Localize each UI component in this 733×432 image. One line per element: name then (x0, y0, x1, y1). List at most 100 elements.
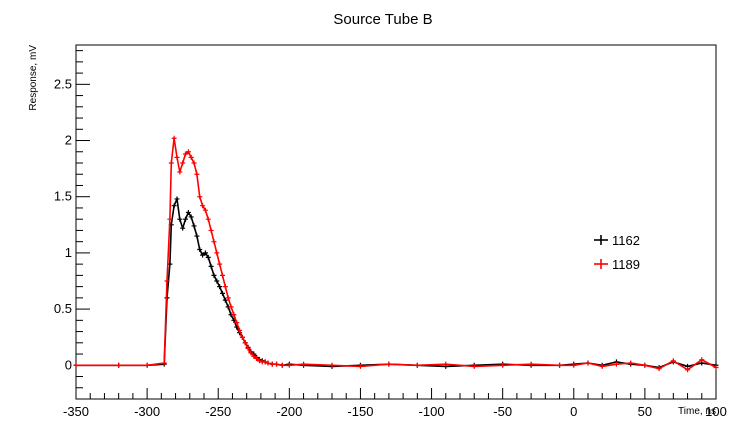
data-point (164, 278, 170, 284)
data-point (357, 363, 363, 369)
data-point (274, 361, 280, 367)
data-point (208, 263, 214, 269)
x-tick-label: -100 (419, 404, 445, 419)
data-point (571, 362, 577, 368)
data-point (205, 254, 211, 260)
data-point (670, 358, 676, 364)
x-tick-label: -250 (205, 404, 231, 419)
x-tick-label: 50 (638, 404, 652, 419)
data-point (191, 160, 197, 166)
data-point (254, 356, 260, 362)
data-point (194, 171, 200, 177)
data-point (202, 207, 208, 213)
ticks-layer: -350 -300 -250 -200 -150 -100 -50 0 50 100 0 0.5 1 1.… (54, 50, 727, 419)
data-point (217, 261, 223, 267)
data-point (222, 284, 228, 290)
data-point (642, 362, 648, 368)
y-axis-label: Response, mV (28, 45, 39, 111)
data-point (191, 223, 197, 229)
x-tick-label: -150 (347, 404, 373, 419)
data-point (414, 362, 420, 368)
series-layer (73, 135, 719, 373)
data-point (217, 284, 223, 290)
legend: 1162 1189 (594, 233, 640, 272)
y-tick-label: 0.5 (54, 301, 72, 316)
chart-title: Source Tube B (333, 11, 432, 28)
data-point (685, 367, 691, 373)
data-point (177, 216, 183, 222)
data-point (171, 203, 177, 209)
data-point (231, 312, 237, 318)
data-point (222, 297, 228, 303)
data-point (228, 304, 234, 310)
data-point (200, 203, 206, 209)
data-point (183, 151, 189, 157)
y-tick-label: 0 (65, 357, 72, 372)
data-point (242, 340, 248, 346)
data-point (245, 345, 251, 351)
data-point (265, 360, 271, 366)
data-point (171, 135, 177, 141)
data-point (329, 362, 335, 368)
x-tick-label: 100 (705, 404, 727, 419)
legend-label-1162: 1162 (612, 233, 640, 248)
x-tick-label: -350 (63, 404, 89, 419)
data-point (188, 154, 194, 160)
data-point (185, 209, 191, 215)
data-point (183, 216, 189, 222)
data-point (177, 169, 183, 175)
data-point (239, 334, 245, 340)
data-point (211, 239, 217, 245)
x-tick-label: 0 (570, 404, 577, 419)
data-point (269, 361, 275, 367)
data-point (500, 362, 506, 368)
data-point (205, 216, 211, 222)
data-point (174, 196, 180, 202)
data-point (443, 361, 449, 367)
data-point (211, 272, 217, 278)
data-point (197, 247, 203, 253)
data-point (208, 227, 214, 233)
data-point (656, 366, 662, 372)
data-point (599, 363, 605, 369)
data-point (225, 295, 231, 301)
data-point (262, 359, 268, 365)
y-tick-label: 2.5 (54, 76, 72, 91)
data-point (256, 358, 262, 364)
data-point (168, 160, 174, 166)
data-point (202, 250, 208, 256)
data-point (185, 149, 191, 155)
data-point (528, 361, 534, 367)
y-tick-label: 1 (65, 245, 72, 260)
data-point (237, 327, 243, 333)
data-point (386, 361, 392, 367)
data-point (214, 278, 220, 284)
plot-frame (75, 44, 717, 400)
data-point (180, 160, 186, 166)
series-line-1189 (76, 138, 717, 371)
data-point (194, 233, 200, 239)
x-axis-label: Time, ns (678, 406, 716, 417)
y-tick-label: 2 (65, 133, 72, 148)
data-point (219, 272, 225, 278)
data-point (174, 154, 180, 160)
data-point (251, 353, 257, 359)
data-point (161, 360, 167, 366)
data-point (214, 250, 220, 256)
x-tick-label: -300 (134, 404, 160, 419)
data-point (144, 362, 150, 368)
data-point (234, 320, 240, 326)
data-point (699, 357, 705, 363)
legend-label-1189: 1189 (612, 257, 640, 272)
data-point (557, 362, 563, 368)
data-point (180, 225, 186, 231)
data-point (73, 362, 79, 368)
data-point (197, 194, 203, 200)
data-point (188, 214, 194, 220)
data-point (200, 252, 206, 258)
data-point (248, 350, 254, 356)
data-point (301, 361, 307, 367)
data-point (585, 360, 591, 366)
data-point (628, 360, 634, 366)
